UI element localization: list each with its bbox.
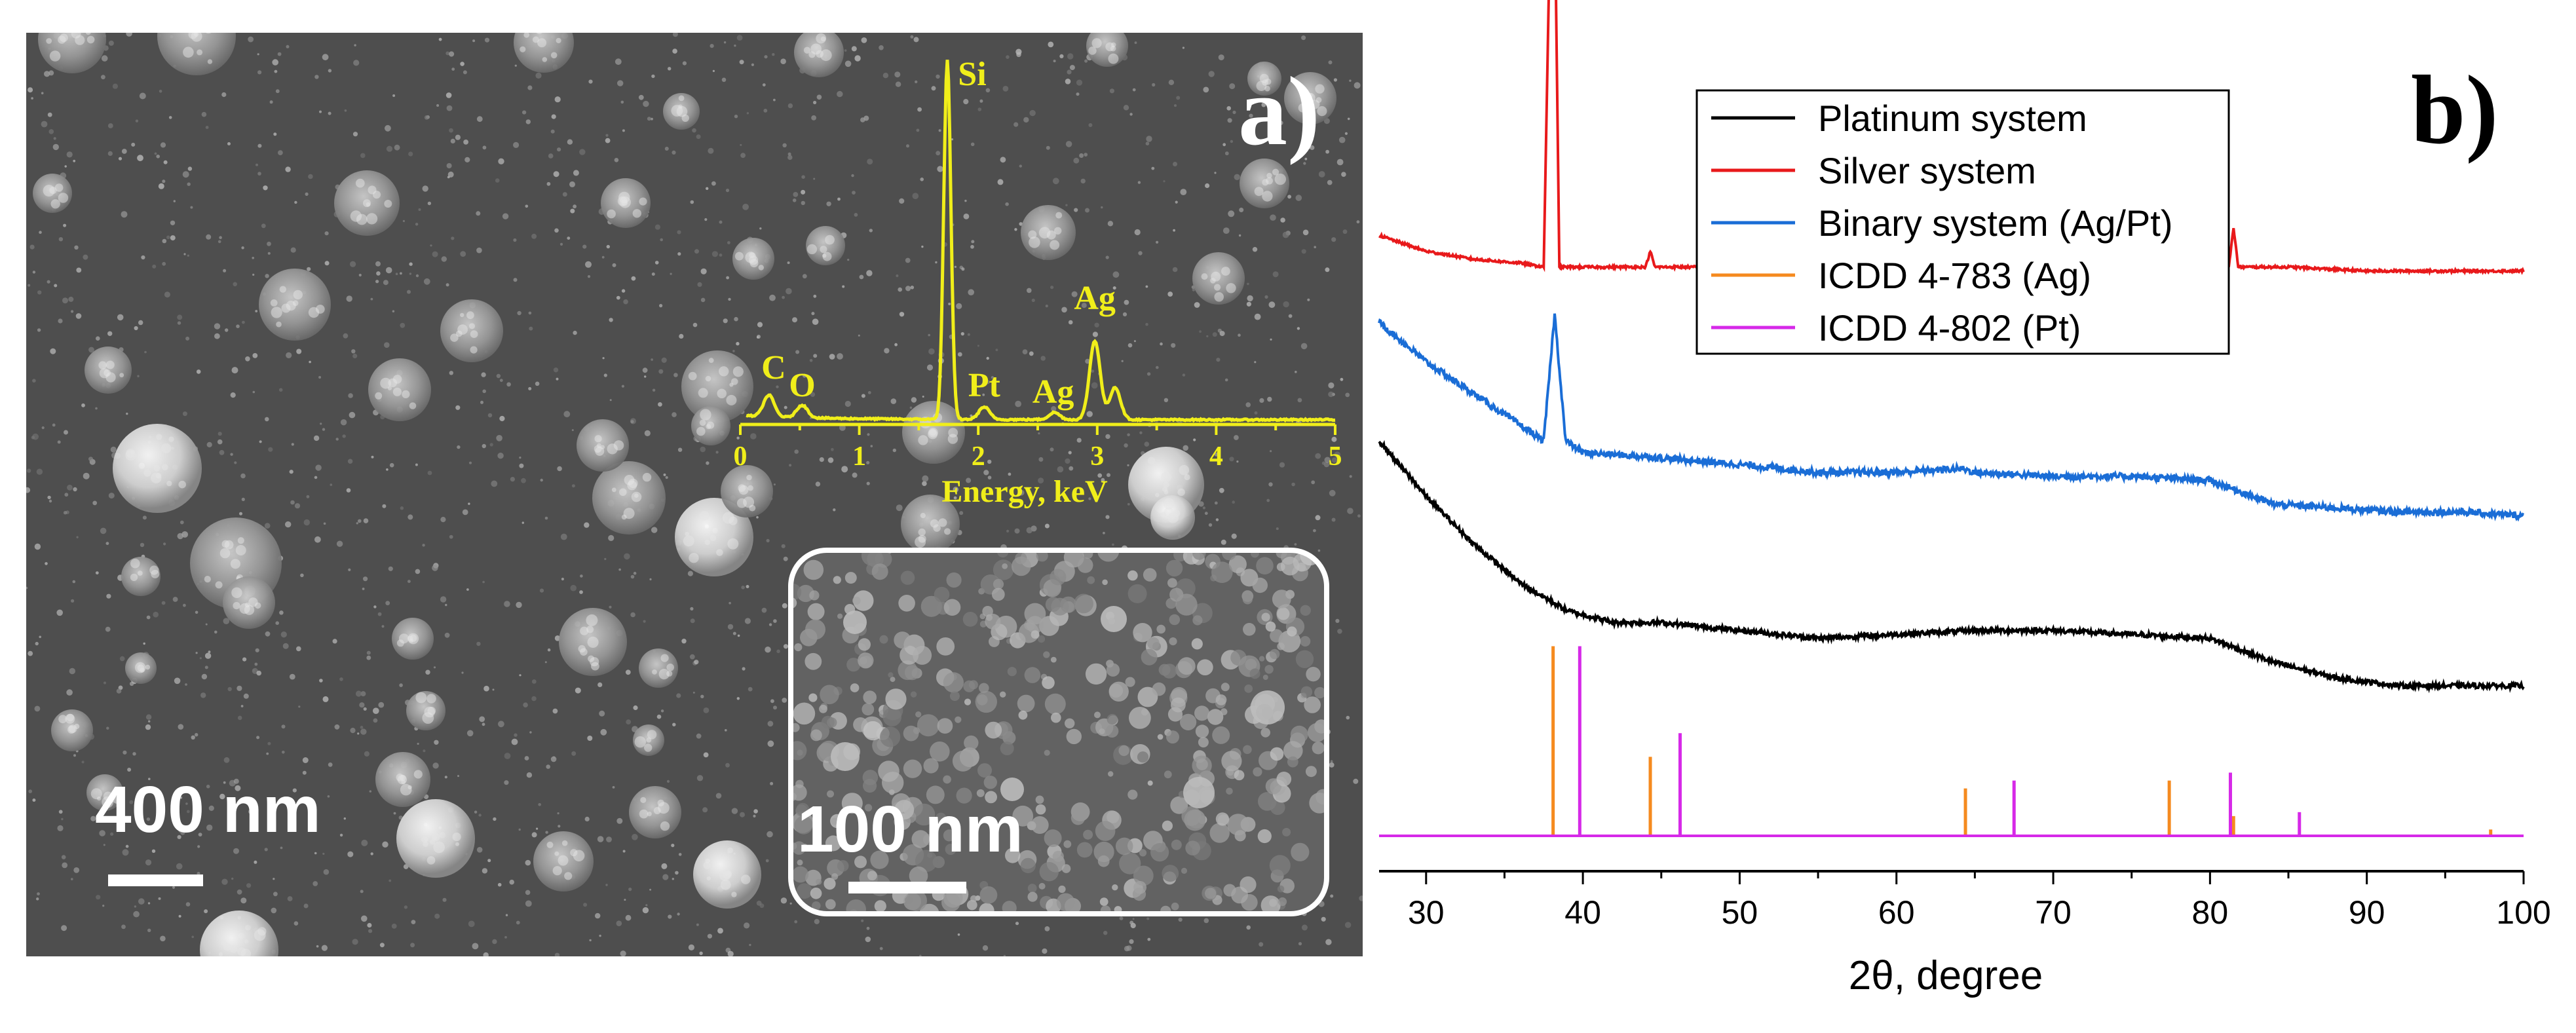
inset-scalebar bbox=[848, 882, 966, 893]
x-tick-label: 60 bbox=[1878, 894, 1915, 931]
x-axis-title: 2θ, degree bbox=[1849, 953, 2043, 998]
eds-tick-label: 4 bbox=[1209, 441, 1223, 472]
x-tick-label: 40 bbox=[1564, 894, 1601, 931]
main-scalebar bbox=[108, 874, 203, 886]
x-tick-label: 70 bbox=[2035, 894, 2072, 931]
legend-label-2: Binary system (Ag/Pt) bbox=[1818, 202, 2172, 244]
legend-label-4: ICDD 4-802 (Pt) bbox=[1818, 307, 2081, 348]
sem-image-panel: 100 nm 400 nm a) 0 1 2 3 4 5 Energy, keV C O Si Pt… bbox=[26, 33, 1363, 956]
inset-magnified-view: 100 nm bbox=[788, 548, 1329, 916]
inset-frame bbox=[788, 548, 1329, 916]
sem-nanoparticle-clusters bbox=[33, 33, 1336, 956]
eds-tick-label: 3 bbox=[1090, 441, 1104, 472]
eds-peak-label: Ag bbox=[1032, 373, 1074, 411]
legend-label-0: Platinum system bbox=[1818, 98, 2087, 139]
eds-spectrum: 0 1 2 3 4 5 Energy, keV C O Si Pt Ag Ag bbox=[734, 56, 1342, 509]
x-tick-label: 80 bbox=[2192, 894, 2229, 931]
eds-peak-label: C bbox=[761, 349, 786, 386]
x-tick-label: 100 bbox=[2496, 894, 2550, 931]
xrd-chart-panel: 30 40 50 60 70 80 90 100 2θ, degree Platinum sy… bbox=[1378, 0, 2551, 998]
panel-a-label: a) bbox=[1238, 57, 1320, 166]
eds-peak-label: O bbox=[789, 367, 815, 404]
legend-label-1: Silver system bbox=[1818, 150, 2036, 191]
inset-scalebar-label: 100 nm bbox=[797, 793, 1023, 866]
x-tick-label: 30 bbox=[1408, 894, 1445, 931]
eds-peak-label: Ag bbox=[1074, 280, 1116, 317]
eds-peak-label: Pt bbox=[968, 367, 1001, 404]
x-tick-label: 50 bbox=[1722, 894, 1758, 931]
eds-tick-label: 1 bbox=[852, 441, 866, 472]
legend-label-3: ICDD 4-783 (Ag) bbox=[1818, 255, 2091, 296]
eds-tick-label: 5 bbox=[1329, 441, 1342, 472]
main-scalebar-label: 400 nm bbox=[95, 773, 321, 846]
series-line-0 bbox=[1378, 440, 2525, 694]
x-tick-label: 90 bbox=[2349, 894, 2385, 931]
eds-peak-label: Si bbox=[958, 56, 986, 93]
x-axis: 30 40 50 60 70 80 90 100 bbox=[1379, 870, 2551, 931]
eds-tick-label: 2 bbox=[972, 441, 985, 472]
eds-axis-title: Energy, keV bbox=[941, 474, 1108, 509]
eds-spectrum-line bbox=[746, 60, 1336, 423]
eds-tick-label: 0 bbox=[734, 441, 748, 472]
series-line-2 bbox=[1378, 313, 2525, 522]
panel-b-label: b) bbox=[2411, 56, 2498, 164]
legend: Platinum system Silver system Binary syste… bbox=[1695, 89, 2230, 355]
